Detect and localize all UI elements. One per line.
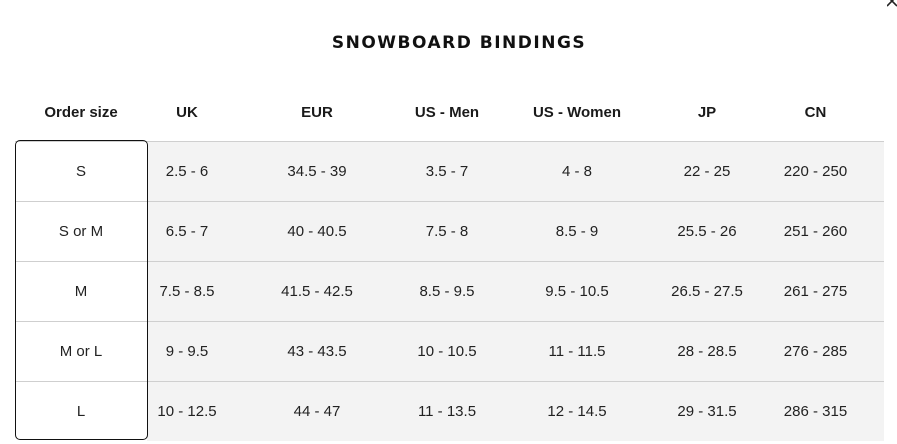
- us-women-cell: 12 - 14.5: [547, 403, 607, 420]
- order-size-cell: M: [15, 262, 147, 321]
- order-size-cell: M or L: [15, 322, 147, 381]
- us-men-cell: 10 - 10.5: [417, 343, 477, 360]
- cn-cell: 251 - 260: [783, 223, 848, 240]
- uk-cell: 2.5 - 6: [165, 163, 209, 180]
- column-header-jp: JP: [697, 104, 717, 121]
- table-row: S 2.5 - 6 34.5 - 39 3.5 - 7 4 - 8 22 - 2…: [15, 141, 884, 201]
- eur-cell: 44 - 47: [293, 403, 341, 420]
- uk-cell: 10 - 12.5: [157, 403, 217, 420]
- eur-cell: 40 - 40.5: [287, 223, 347, 240]
- us-men-cell: 7.5 - 8: [425, 223, 469, 240]
- jp-cell: 22 - 25: [683, 163, 731, 180]
- us-men-cell: 11 - 13.5: [417, 403, 477, 420]
- order-size-cell: L: [15, 382, 147, 441]
- column-header-uk: UK: [176, 104, 198, 121]
- table-row: M 7.5 - 8.5 41.5 - 42.5 8.5 - 9.5 9.5 - …: [15, 261, 884, 321]
- us-women-cell: 11 - 11.5: [548, 343, 606, 360]
- order-size-cell: S: [15, 142, 147, 201]
- close-icon[interactable]: [887, 0, 897, 10]
- jp-cell: 29 - 31.5: [677, 403, 737, 420]
- column-header-us-men: US - Men: [414, 104, 480, 121]
- eur-cell: 34.5 - 39: [287, 163, 347, 180]
- table-row: S or M 6.5 - 7 40 - 40.5 7.5 - 8 8.5 - 9…: [15, 201, 884, 261]
- jp-cell: 28 - 28.5: [677, 343, 737, 360]
- size-table: Order size UK EUR US - Men US - Women JP…: [15, 84, 884, 441]
- us-women-cell: 8.5 - 9: [555, 223, 599, 240]
- column-header-order-size: Order size: [44, 104, 118, 121]
- us-women-cell: 4 - 8: [561, 163, 592, 180]
- table-row: M or L 9 - 9.5 43 - 43.5 10 - 10.5 11 - …: [15, 321, 884, 381]
- jp-cell: 26.5 - 27.5: [671, 283, 743, 300]
- cn-cell: 261 - 275: [783, 283, 848, 300]
- column-header-cn: CN: [804, 104, 827, 121]
- column-header-eur: EUR: [301, 104, 333, 121]
- uk-cell: 9 - 9.5: [165, 343, 209, 360]
- table-row: L 10 - 12.5 44 - 47 11 - 13.5 12 - 14.5 …: [15, 381, 884, 441]
- jp-cell: 25.5 - 26: [677, 223, 737, 240]
- cn-cell: 286 - 315: [783, 403, 848, 420]
- column-header-us-women: US - Women: [532, 104, 622, 121]
- cn-cell: 220 - 250: [783, 163, 848, 180]
- uk-cell: 6.5 - 7: [165, 223, 209, 240]
- cn-cell: 276 - 285: [783, 343, 848, 360]
- table-header-row: Order size UK EUR US - Men US - Women JP…: [15, 84, 884, 141]
- eur-cell: 41.5 - 42.5: [281, 283, 353, 300]
- page-title: SNOWBOARD BINDINGS: [331, 33, 587, 53]
- us-men-cell: 3.5 - 7: [425, 163, 469, 180]
- us-men-cell: 8.5 - 9.5: [419, 283, 475, 300]
- order-size-cell: S or M: [15, 202, 147, 261]
- us-women-cell: 9.5 - 10.5: [545, 283, 609, 300]
- eur-cell: 43 - 43.5: [287, 343, 347, 360]
- uk-cell: 7.5 - 8.5: [159, 283, 215, 300]
